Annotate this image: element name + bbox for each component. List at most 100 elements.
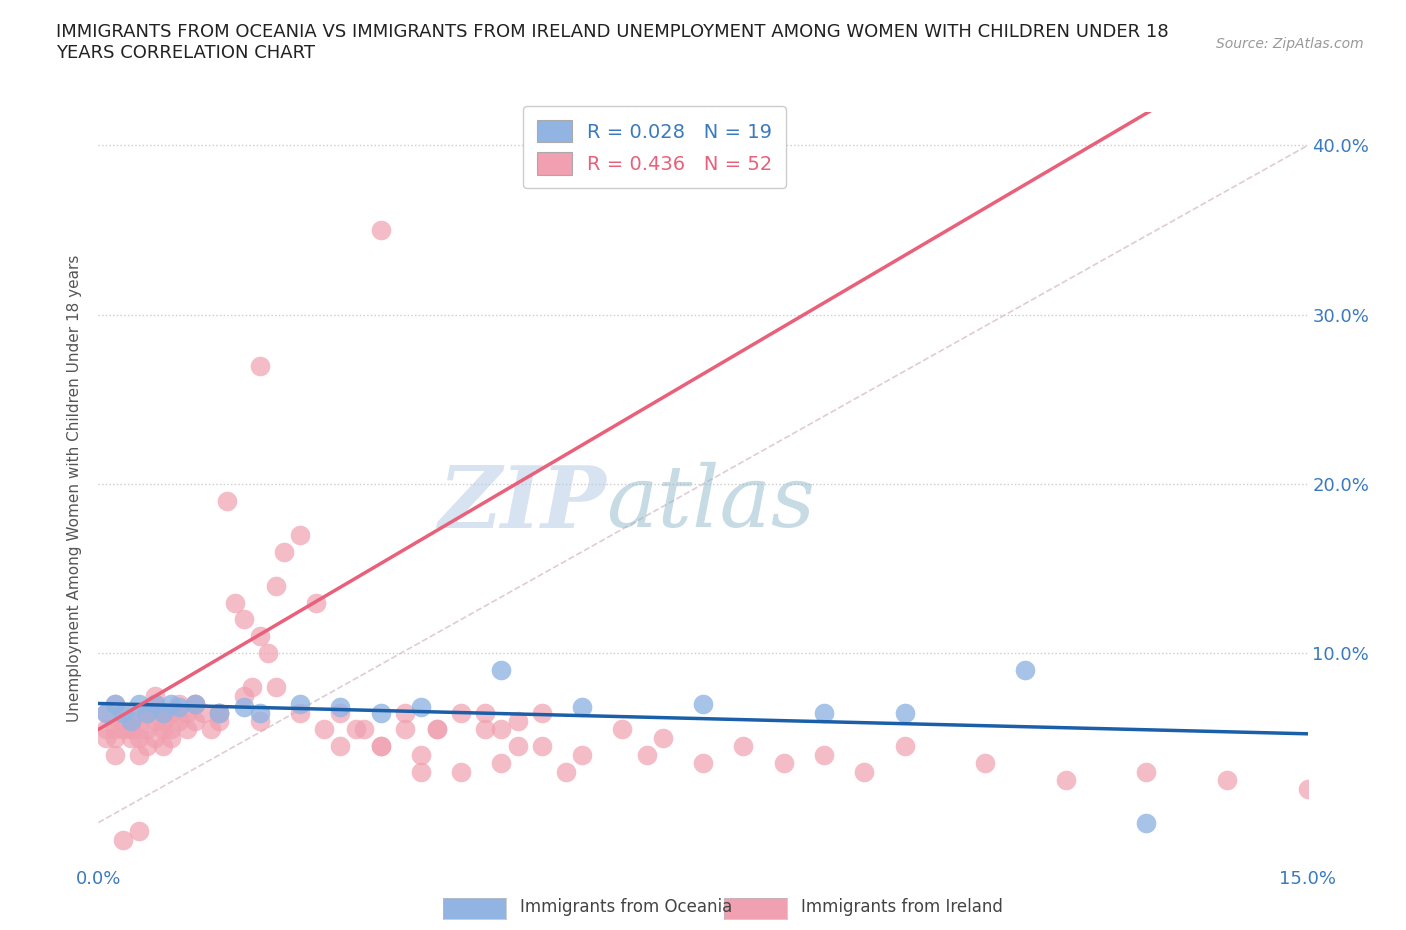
Point [208, 713, 231, 728]
Point [394, 705, 416, 720]
Point [167, 705, 190, 720]
Point [893, 739, 915, 754]
Point [167, 697, 190, 711]
Point [143, 697, 166, 711]
Point [103, 697, 125, 711]
Point [329, 700, 352, 715]
Point [232, 612, 254, 627]
Text: Immigrants from Oceania: Immigrants from Oceania [520, 897, 733, 916]
Point [152, 713, 174, 728]
Point [370, 222, 392, 237]
Point [329, 705, 352, 720]
Point [152, 705, 174, 720]
Point [370, 739, 392, 754]
Y-axis label: Unemployment Among Women with Children Under 18 years: Unemployment Among Women with Children U… [67, 255, 83, 722]
Point [152, 705, 174, 720]
Point [491, 722, 513, 737]
Point [506, 739, 529, 754]
Point [200, 722, 222, 737]
Point [120, 730, 142, 745]
Point [394, 722, 416, 737]
Point [208, 705, 231, 720]
Point [160, 697, 183, 711]
Point [232, 688, 254, 703]
Point [176, 722, 198, 737]
Point [103, 748, 125, 763]
Point [208, 705, 231, 720]
Point [143, 697, 166, 711]
Point [184, 697, 207, 711]
Point [128, 824, 150, 839]
Point [128, 730, 150, 745]
Point [612, 722, 634, 737]
Point [208, 705, 231, 720]
Point [491, 756, 513, 771]
Legend: R = 0.028   N = 19, R = 0.436   N = 52: R = 0.028 N = 19, R = 0.436 N = 52 [523, 106, 786, 188]
Point [1054, 773, 1077, 788]
Point [530, 739, 553, 754]
Point [329, 739, 352, 754]
Point [571, 748, 593, 763]
Point [167, 700, 190, 715]
Point [249, 358, 271, 373]
Point [249, 629, 271, 644]
Point [120, 722, 142, 737]
Point [636, 748, 658, 763]
Point [176, 705, 198, 720]
Point [409, 748, 432, 763]
Point [474, 705, 496, 720]
Point [120, 713, 142, 728]
Point [426, 722, 449, 737]
Point [224, 595, 246, 610]
Point [128, 705, 150, 720]
Point [120, 722, 142, 737]
Point [135, 705, 157, 720]
Point [249, 705, 271, 720]
Point [184, 713, 207, 728]
Point [692, 697, 714, 711]
Point [1296, 781, 1319, 796]
Point [288, 527, 311, 542]
Point [128, 722, 150, 737]
Point [813, 748, 835, 763]
Point [426, 722, 449, 737]
Point [273, 544, 295, 559]
Point [772, 756, 794, 771]
Point [893, 705, 915, 720]
Point [813, 705, 835, 720]
Point [135, 739, 157, 754]
Point [409, 700, 432, 715]
Text: ZIP: ZIP [439, 461, 606, 545]
Point [103, 730, 125, 745]
Point [135, 722, 157, 737]
Text: Source: ZipAtlas.com: Source: ZipAtlas.com [1216, 37, 1364, 51]
Point [152, 739, 174, 754]
Point [184, 697, 207, 711]
Point [264, 578, 287, 593]
Point [160, 705, 183, 720]
Point [143, 713, 166, 728]
Point [111, 705, 134, 720]
Point [143, 730, 166, 745]
Point [450, 764, 472, 779]
Point [733, 739, 755, 754]
Point [143, 688, 166, 703]
Point [96, 722, 118, 737]
Point [305, 595, 328, 610]
Point [96, 705, 118, 720]
Point [103, 697, 125, 711]
Point [370, 705, 392, 720]
Point [353, 722, 375, 737]
Point [256, 645, 278, 660]
Point [111, 832, 134, 847]
Point [651, 730, 673, 745]
Point [474, 722, 496, 737]
Point [111, 722, 134, 737]
Point [135, 705, 157, 720]
Point [96, 730, 118, 745]
Point [344, 722, 367, 737]
Point [120, 713, 142, 728]
Point [240, 680, 263, 695]
Point [167, 713, 190, 728]
Point [160, 722, 183, 737]
